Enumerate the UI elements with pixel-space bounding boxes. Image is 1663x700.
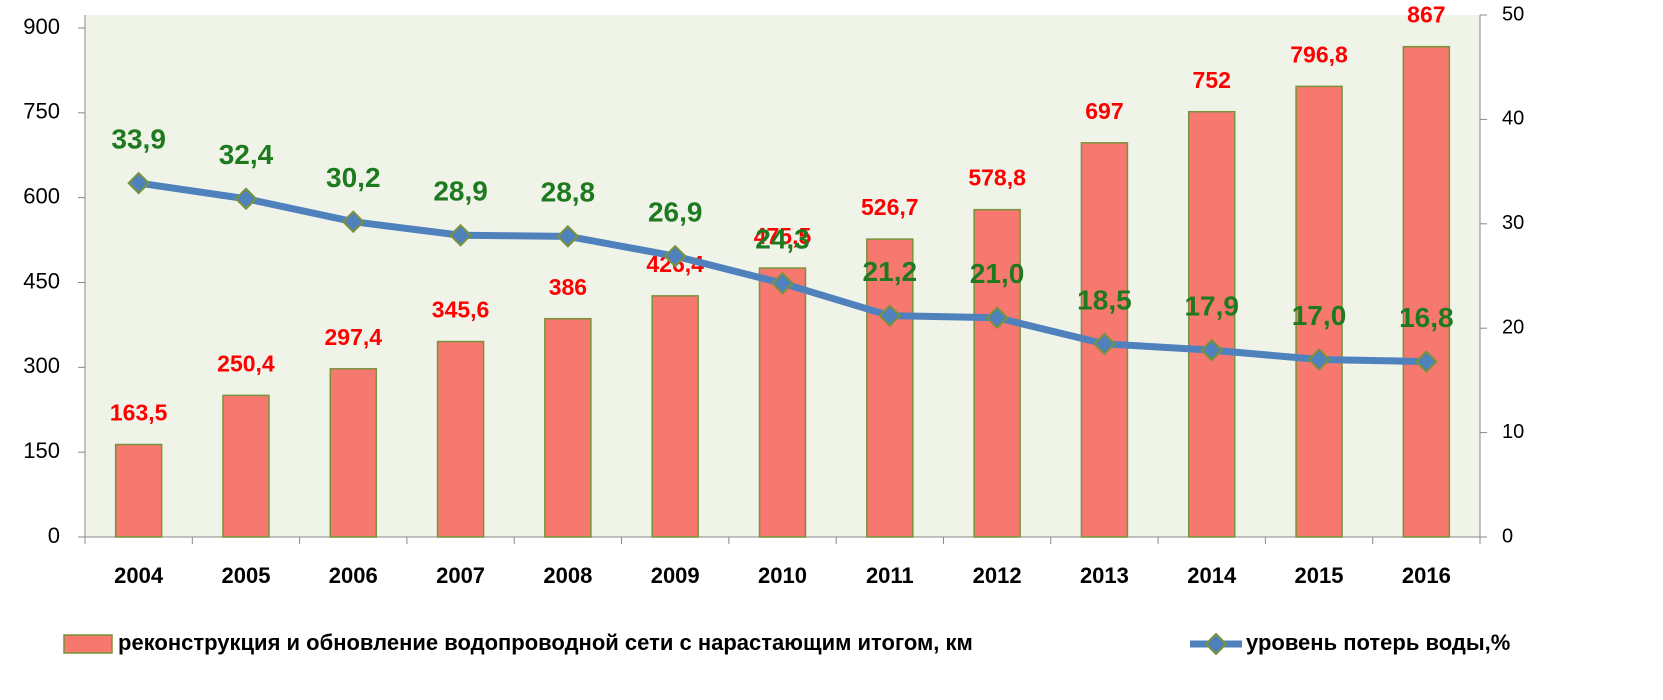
legend-marker [1204,632,1228,656]
bar-value-label: 526,7 [861,194,919,220]
legend-label: уровень потерь воды,% [1246,630,1510,655]
bar-value-label: 386 [549,274,587,300]
line-value-label: 18,5 [1077,284,1132,315]
bar-value-label: 475,5 [754,223,812,249]
bar [1187,110,1236,538]
y-tick-label: 0 [48,523,60,548]
bar [329,368,378,538]
marker [556,224,580,248]
bar-value-label: 578,8 [968,165,1026,191]
bar-value-label: 297,4 [324,324,382,350]
y-tick-label: 600 [23,183,60,208]
y-tick-label: 450 [23,268,60,293]
y-tick-label: 900 [23,14,60,39]
line-value-label: 30,2 [326,162,381,193]
marker [234,187,258,211]
bar [436,340,485,538]
bar-value-label: 250,4 [217,350,275,376]
line-value-label: 21,2 [863,256,918,287]
line-value-label: 28,8 [541,177,596,208]
bar [651,295,699,538]
bar-value-label: 752 [1193,67,1231,93]
bar [758,267,807,538]
marker [1307,348,1331,371]
line-value-label: 17,0 [1292,300,1347,331]
line-value-label: 21,0 [970,258,1025,289]
bar [114,443,163,538]
line-value-label: 32,4 [219,139,274,170]
marker [449,223,472,247]
bar-value-label: 697 [1085,98,1123,124]
marker [663,244,687,268]
marker [1200,338,1224,362]
line-value-label: 28,9 [433,176,488,207]
y-tick-label: 750 [23,99,60,124]
x-tick-label: 2007 [436,563,485,588]
marker [985,306,1009,330]
line-value-label: 24,3 [755,224,810,255]
bar [1402,45,1451,538]
x-tick-label: 2009 [651,563,700,588]
bar [1295,85,1343,538]
bar-value-label: 867 [1407,2,1445,28]
bar [544,317,592,538]
y-tick-label: 150 [23,438,60,463]
x-tick-label: 2015 [1295,563,1344,588]
x-tick-label: 2010 [758,563,807,588]
x-tick-label: 2011 [866,563,914,588]
y2-tick-label: 10 [1502,421,1524,443]
bar [222,394,270,538]
line-value-label: 26,9 [648,197,703,228]
marker [771,271,794,295]
marker [1414,350,1438,374]
x-tick-label: 2006 [329,563,378,588]
marker [878,304,902,328]
legend-label: реконструкция и обновление водопроводной… [118,630,973,655]
x-tick-label: 2016 [1402,563,1451,588]
y-tick-label: 300 [23,353,60,378]
bar-value-label: 163,5 [110,400,168,426]
bar [866,238,914,538]
y2-tick-label: 30 [1502,212,1524,234]
y2-tick-label: 0 [1502,525,1513,547]
bar [973,208,1021,538]
x-tick-label: 2005 [221,563,270,588]
bar-value-label: 796,8 [1290,41,1348,67]
line-value-label: 33,9 [111,123,166,154]
y2-tick-label: 20 [1502,316,1524,338]
line-value-label: 16,8 [1399,302,1454,333]
marker [1093,332,1116,356]
line-value-label: 17,9 [1184,291,1239,322]
x-tick-label: 2014 [1187,563,1237,588]
x-tick-label: 2013 [1080,563,1129,588]
marker [341,210,365,234]
y2-tick-label: 40 [1502,108,1524,130]
x-tick-label: 2004 [114,563,164,588]
x-tick-label: 2012 [973,563,1022,588]
x-tick-label: 2008 [543,563,592,588]
y2-tick-label: 50 [1502,3,1524,25]
legend-swatch [63,634,113,654]
marker [127,171,151,195]
bar-value-label: 345,6 [432,297,490,323]
